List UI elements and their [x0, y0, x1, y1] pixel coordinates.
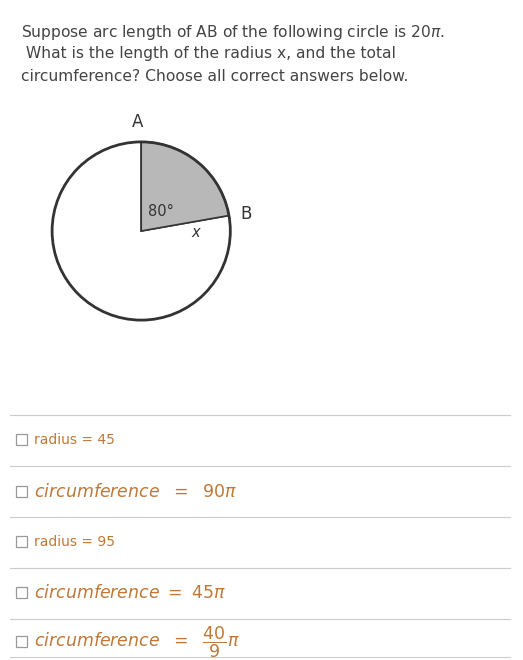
Text: B: B [241, 205, 252, 222]
Bar [16, 636, 27, 647]
Text: radius = 45: radius = 45 [34, 433, 115, 447]
Bar [16, 537, 27, 547]
Wedge shape [141, 142, 229, 231]
Wedge shape [141, 142, 229, 231]
Text: circumference? Choose all correct answers below.: circumference? Choose all correct answer… [21, 69, 408, 84]
Circle shape [52, 142, 230, 320]
Text: What is the length of the radius x, and the total: What is the length of the radius x, and … [21, 46, 396, 61]
Text: 80°: 80° [148, 204, 174, 219]
Bar [16, 587, 27, 599]
Text: $\mathit{circumference}\ \ =\ \ \dfrac{40}{9}\pi$: $\mathit{circumference}\ \ =\ \ \dfrac{4… [34, 624, 240, 660]
Text: $\mathit{circumference}\ =\ 45\pi$: $\mathit{circumference}\ =\ 45\pi$ [34, 584, 226, 602]
Text: x: x [191, 224, 200, 240]
Text: $\mathit{circumference}\ \ =\ \ 90\pi$: $\mathit{circumference}\ \ =\ \ 90\pi$ [34, 482, 237, 501]
Bar [16, 486, 27, 497]
Bar [16, 434, 27, 445]
Text: radius = 95: radius = 95 [34, 535, 115, 549]
Text: A: A [132, 114, 143, 131]
Text: Suppose arc length of AB of the following circle is $20\pi$.: Suppose arc length of AB of the followin… [21, 23, 445, 42]
